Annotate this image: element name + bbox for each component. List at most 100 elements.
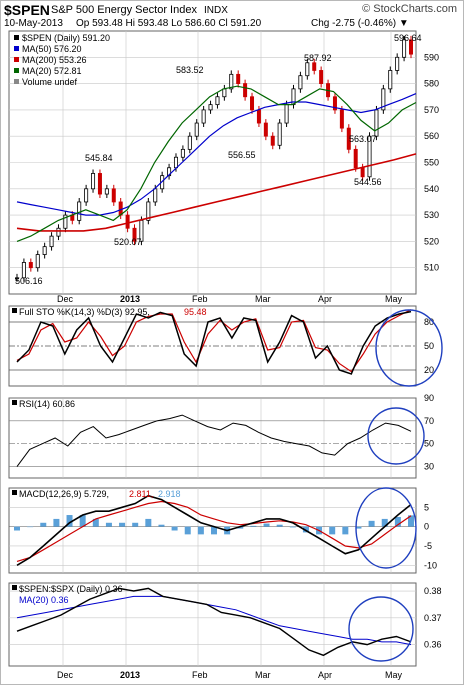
macd-histogram-bar (302, 526, 309, 533)
price-candle (402, 39, 407, 58)
y-tick-label: 0 (424, 522, 429, 532)
ticker-symbol: $SPEN (4, 2, 50, 18)
rsi-line (16, 414, 412, 467)
y-tick-label: 50 (424, 439, 434, 449)
price-candle (49, 235, 54, 248)
price-candle (229, 73, 234, 90)
y-tick-label: 5 (424, 502, 429, 512)
macd-histogram-bar (79, 515, 86, 527)
macd-histogram-bar (40, 522, 47, 527)
macd-histogram-bar (289, 526, 296, 528)
price-annotation: 583.52 (176, 65, 204, 75)
legend-entry: RSI(14) 60.86 (19, 399, 75, 409)
price-candle (312, 62, 317, 71)
macd-histogram-bar (368, 520, 375, 527)
annotation-circle (375, 309, 443, 387)
price-candle (111, 188, 116, 203)
legend-entry: MA(200) 553.26 (22, 55, 87, 65)
panel-frame (8, 397, 417, 479)
price-candle (215, 96, 220, 106)
y-tick-label: 590 (424, 52, 439, 62)
price-candle (256, 109, 261, 124)
y-tick-label: 30 (424, 462, 434, 472)
stoch-k-line (16, 310, 412, 375)
macd-histogram-bar (171, 526, 178, 531)
macd-histogram-bar (250, 525, 257, 527)
macd-histogram-bar (158, 524, 165, 527)
price-annotation: 596.64 (394, 33, 422, 43)
price-candle (339, 109, 344, 129)
price-candle (236, 73, 241, 84)
legend-entry: MACD(12,26,9) 5.729, (19, 489, 109, 499)
price-candle (84, 188, 89, 203)
price-annotation: 556.55 (228, 150, 256, 160)
legend-entry: Volume undef (22, 77, 78, 87)
brand-watermark: © StockCharts.com (362, 3, 457, 15)
panel-frame (8, 582, 417, 667)
legend-entry: $SPEN (Daily) 591.20 (22, 33, 110, 43)
macd-histogram-bar (381, 518, 388, 527)
x-axis-label: 2013 (120, 670, 140, 680)
price-candle (332, 96, 337, 111)
price-annotation: 545.84 (85, 153, 113, 163)
price-candle (146, 201, 151, 221)
macd-histogram-bar (211, 526, 217, 535)
price-candle (319, 70, 324, 84)
annotation-circle (348, 596, 414, 662)
y-tick-label: 90 (424, 393, 434, 403)
exchange-label: INDX (204, 5, 228, 16)
price-candle (153, 188, 158, 203)
price-candle (208, 104, 213, 111)
stoch-d-line (16, 309, 412, 373)
y-tick-label: 0.38 (424, 586, 442, 596)
price-candle (194, 122, 199, 137)
macd-histogram-bar (132, 522, 139, 527)
rs-ma20-line (16, 595, 412, 646)
price-candle (91, 173, 96, 190)
ohlc-quote: Op 593.48 Hi 593.48 Lo 586.60 Cl 591.20 (76, 18, 262, 29)
y-tick-label: 540 (424, 184, 439, 194)
y-tick-label: 580 (424, 79, 439, 89)
price-candle (77, 201, 82, 221)
macd-histogram-bar (119, 522, 126, 527)
macd-histogram-bar (27, 526, 34, 528)
rs-line (16, 587, 412, 657)
price-candle (346, 127, 351, 150)
price-candle (250, 96, 255, 111)
legend-swatch (14, 68, 19, 73)
legend-entry: 2.811, (129, 489, 153, 499)
x-axis-label: Feb (192, 294, 208, 304)
x-axis-label: Dec (57, 294, 74, 304)
price-candle (222, 88, 227, 98)
x-axis-label: Mar (255, 670, 271, 680)
price-candle (360, 167, 365, 178)
y-tick-label: -10 (424, 560, 437, 570)
price-candle (381, 88, 386, 111)
macd-histogram-bar (145, 518, 152, 527)
legend-entry: MA(50) 576.20 (22, 44, 82, 54)
x-axis-label: Apr (318, 670, 332, 680)
price-candle (263, 122, 268, 137)
legend-swatch (14, 46, 19, 51)
y-tick-label: 0.36 (424, 640, 442, 650)
legend-swatch (14, 57, 19, 62)
y-tick-label: 570 (424, 105, 439, 115)
x-axis-label: Apr (318, 294, 332, 304)
legend-swatch (12, 585, 17, 590)
x-axis-label: Mar (255, 294, 271, 304)
macd-line (16, 494, 412, 566)
price-annotation: 544.56 (354, 177, 382, 187)
date-label: 10-May-2013 (4, 18, 63, 29)
y-tick-label: 80 (424, 317, 434, 327)
price-candle (125, 214, 130, 229)
macd-histogram-bar (355, 526, 362, 529)
price-candle (173, 156, 178, 169)
legend-entry: Full STO %K(14,3) %D(3) 92.95, (19, 307, 150, 317)
legend-swatch (12, 490, 17, 495)
annotation-circle (367, 407, 425, 465)
macd-histogram-bar (14, 526, 20, 531)
y-tick-label: -5 (424, 541, 432, 551)
price-candle (305, 62, 310, 77)
y-tick-label: 50 (424, 341, 434, 351)
